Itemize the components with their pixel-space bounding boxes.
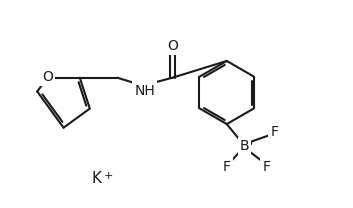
Text: +: +: [104, 171, 113, 181]
Text: F: F: [223, 161, 231, 175]
Text: F: F: [270, 125, 278, 139]
Text: O: O: [42, 70, 53, 84]
Text: F: F: [262, 161, 270, 175]
Text: O: O: [167, 39, 178, 53]
Text: K: K: [91, 171, 101, 187]
Text: B: B: [240, 139, 249, 153]
Text: NH: NH: [134, 84, 155, 98]
